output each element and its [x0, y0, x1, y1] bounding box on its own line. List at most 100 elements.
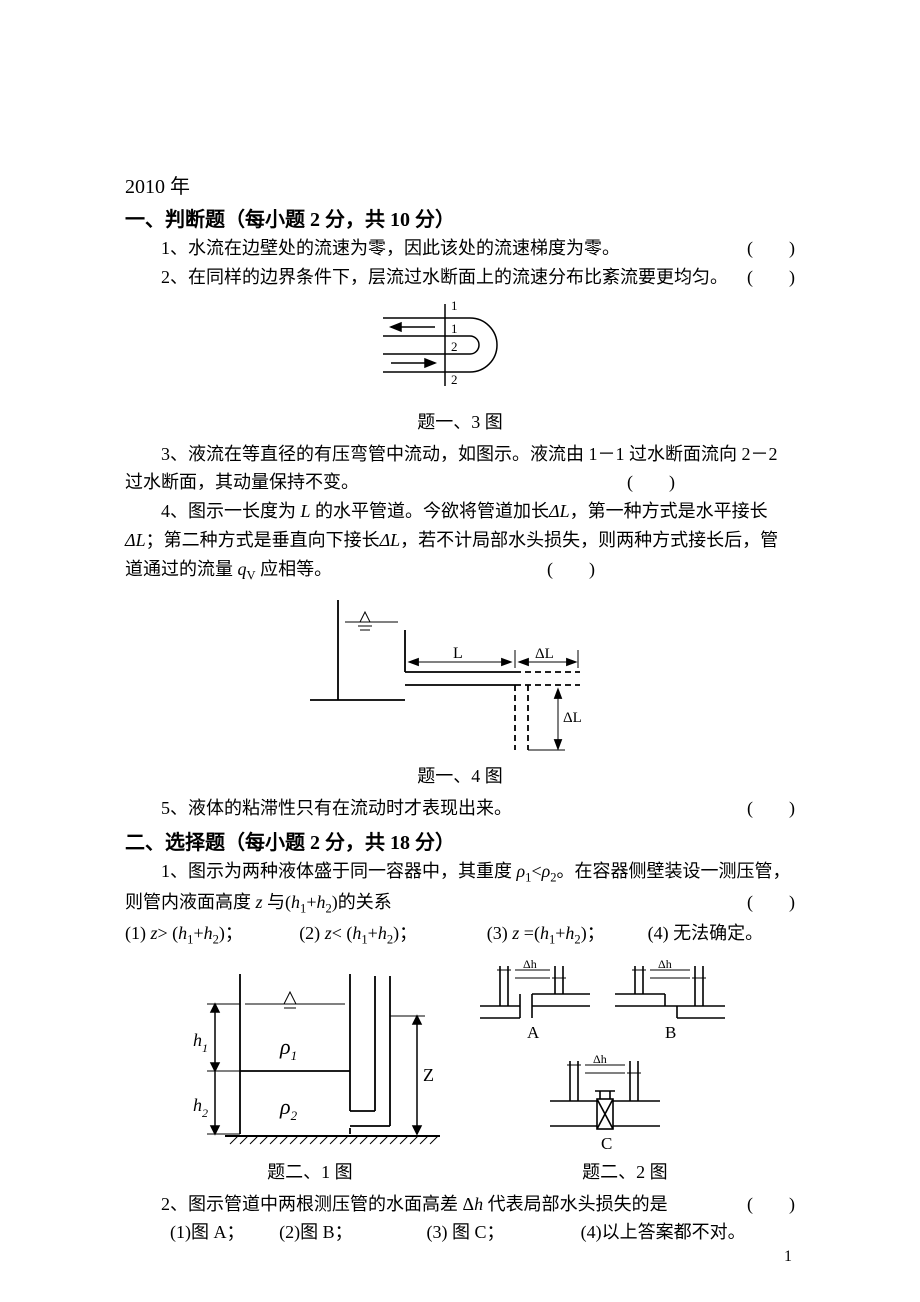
o2a: (2): [299, 923, 325, 943]
o3h1: h: [540, 923, 549, 943]
q1-4-a: 4、图示一长度为: [161, 501, 301, 521]
fig-I3: 1 1 2 2: [375, 296, 545, 406]
o2d: )；: [393, 923, 417, 943]
q1-4-v: V: [247, 568, 256, 582]
q2-2-a: 2、图示管道中两根测压管的水面高差 Δ: [161, 1194, 474, 1214]
lbl-A: A: [527, 1023, 540, 1042]
q2-1-s1: 1: [525, 871, 531, 885]
q2-2-opt4: (4)以上答案都不对。: [581, 1218, 795, 1247]
q2-1-rho2: ρ: [542, 861, 551, 881]
lbl-h2: h2: [193, 1095, 208, 1120]
q1-2-paren: ( ): [711, 263, 795, 292]
lbl-dL2: ΔL: [563, 710, 582, 726]
year-label: 2010 年: [125, 170, 795, 199]
q2-1-c: 与(: [263, 892, 292, 912]
paren-sp: [553, 559, 589, 579]
q2-1-a: 1、图示为两种液体盛于同一容器中，其重度: [161, 861, 517, 881]
fig-II1-cap: 题二、1 图: [125, 1158, 455, 1184]
q1-4-dl: ΔL: [549, 501, 570, 521]
paren-r: ): [789, 238, 795, 258]
lbl-dL1: ΔL: [535, 646, 554, 662]
q1-4: 4、图示一长度为 L 的水平管道。今欲将管道加长ΔL，第一种方式是水平接长ΔL；…: [125, 497, 795, 585]
o3c: =(: [519, 923, 540, 943]
q1-4-dl3: ΔL: [380, 530, 401, 550]
lbl-1a: 1: [451, 298, 458, 313]
q1-4-q: q: [238, 559, 247, 579]
lbl-dhB: Δh: [658, 957, 672, 971]
q2-1-z: z: [256, 892, 263, 912]
o3p: +: [555, 923, 565, 943]
o2c: < (: [332, 923, 353, 943]
fig-II1: h1 h2 ρ1 ρ2 Z: [185, 956, 445, 1156]
q2-1-d: )的关系: [332, 892, 392, 912]
q1-5-text: 5、液体的粘滞性只有在流动时才表现出来。: [161, 798, 512, 818]
q2-1-opt4: (4) 无法确定。: [648, 919, 795, 950]
o1c: > (: [158, 923, 179, 943]
page-number: 1: [784, 1248, 792, 1266]
lbl-h1: h1: [193, 1030, 208, 1055]
q2-1-opt3: (3) z =(h1+h2)；: [487, 919, 648, 950]
q1-4-dl2: ΔL: [125, 530, 146, 550]
paren-sp: [753, 238, 789, 258]
q2-1-paren: ( ): [711, 888, 795, 917]
o1h2: h: [204, 923, 213, 943]
paren-sp: [753, 1194, 789, 1214]
q1-4-paren: ( ): [511, 555, 595, 584]
q1-2: 2、在同样的边界条件下，层流过水断面上的流速分布比紊流要更均匀。 ( ): [125, 263, 795, 292]
o3d: )；: [581, 923, 605, 943]
q2-2-opt1: (1)图 A；: [125, 1218, 279, 1247]
q1-1-paren: ( ): [711, 234, 795, 263]
fig-II-caps: 题二、1 图 题二、2 图: [125, 1158, 795, 1184]
q2-1-rho1: ρ: [517, 861, 526, 881]
lbl-rho2: ρ2: [279, 1094, 298, 1123]
lbl-dhA: Δh: [523, 957, 537, 971]
o1h1: h: [178, 923, 187, 943]
q2-2-options: (1)图 A； (2)图 B； (3) 图 C； (4)以上答案都不对。: [125, 1218, 795, 1247]
q2-2-paren: ( ): [711, 1190, 795, 1219]
lbl-1b: 1: [451, 321, 458, 336]
q1-2-text: 2、在同样的边界条件下，层流过水断面上的流速分布比紊流要更均匀。: [161, 267, 728, 287]
o2h2: h: [378, 923, 387, 943]
q1-1: 1、水流在边壁处的流速为零，因此该处的流速梯度为零。 ( ): [125, 234, 795, 263]
paren-r: ): [589, 559, 595, 579]
paren-r: ): [789, 1194, 795, 1214]
paren-sp: [753, 798, 789, 818]
q2-1-plus: +: [306, 892, 316, 912]
q1-4-b: 的水平管道。今欲将管道加长: [311, 501, 550, 521]
q1-5-paren: ( ): [711, 794, 795, 823]
o3a: (3): [487, 923, 513, 943]
paren-sp: [633, 472, 669, 492]
lbl-2b: 2: [451, 372, 458, 387]
fig-I3-cap: 题一、3 图: [125, 408, 795, 434]
lbl-Z: Z: [423, 1065, 434, 1085]
lbl-dhC: Δh: [593, 1052, 607, 1066]
q1-5: 5、液体的粘滞性只有在流动时才表现出来。 ( ): [125, 794, 795, 823]
lbl-L: L: [453, 645, 463, 662]
paren-sp: [753, 267, 789, 287]
lbl-B: B: [665, 1023, 676, 1042]
q2-2: 2、图示管道中两根测压管的水面高差 Δh 代表局部水头损失的是 ( ): [125, 1190, 795, 1219]
paren-r: ): [789, 798, 795, 818]
o2h1: h: [352, 923, 361, 943]
q1-4-d: ；第二种方式是垂直向下接长: [146, 530, 380, 550]
o1z: z: [151, 923, 158, 943]
q1-4-L: L: [301, 501, 311, 521]
o2z: z: [325, 923, 332, 943]
q2-1-h1: h: [291, 892, 300, 912]
q1-3-paren: ( ): [591, 468, 675, 497]
section-1-heading: 一、判断题（每小题 2 分，共 10 分）: [125, 203, 795, 232]
o1d: )；: [219, 923, 243, 943]
o1p: +: [193, 923, 203, 943]
q2-1-options: (1) z> (h1+h2)； (2) z< (h1+h2)； (3) z =(…: [125, 919, 795, 950]
fig-II2-cap: 题二、2 图: [455, 1158, 795, 1184]
q1-4-f: 应相等。: [256, 559, 333, 579]
paren-r: ): [789, 267, 795, 287]
q2-2-opt2: (2)图 B；: [279, 1218, 426, 1247]
q2-2-h: h: [474, 1194, 483, 1214]
q1-3: 3、液流在等直径的有压弯管中流动，如图示。液流由 1－1 过水断面流向 2－2 …: [125, 440, 795, 498]
lbl-2a: 2: [451, 339, 458, 354]
q2-1-opt2: (2) z< (h1+h2)；: [299, 919, 487, 950]
fig-II-row: h1 h2 ρ1 ρ2 Z: [125, 956, 795, 1156]
q2-1: 1、图示为两种液体盛于同一容器中，其重度 ρ1<ρ2。在容器侧壁装设一测压管，则…: [125, 857, 795, 918]
q2-2-opt3: (3) 图 C；: [426, 1218, 580, 1247]
